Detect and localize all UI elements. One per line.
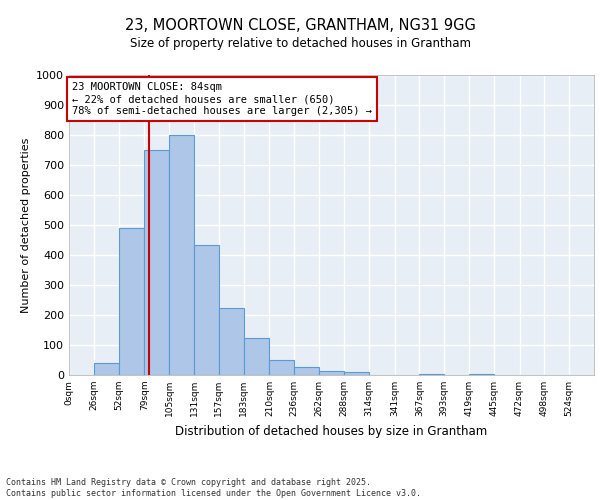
Bar bbox=[344, 372, 369, 375]
Bar bbox=[219, 308, 244, 375]
Bar bbox=[94, 363, 119, 375]
X-axis label: Distribution of detached houses by size in Grantham: Distribution of detached houses by size … bbox=[175, 424, 488, 438]
Bar bbox=[419, 374, 444, 375]
Bar bbox=[119, 228, 145, 375]
Text: 23 MOORTOWN CLOSE: 84sqm
← 22% of detached houses are smaller (650)
78% of semi-: 23 MOORTOWN CLOSE: 84sqm ← 22% of detach… bbox=[72, 82, 372, 116]
Bar bbox=[469, 374, 494, 375]
Bar bbox=[294, 366, 319, 375]
Text: 23, MOORTOWN CLOSE, GRANTHAM, NG31 9GG: 23, MOORTOWN CLOSE, GRANTHAM, NG31 9GG bbox=[125, 18, 475, 32]
Bar bbox=[169, 135, 194, 375]
Bar bbox=[269, 360, 294, 375]
Bar bbox=[319, 370, 344, 375]
Bar bbox=[194, 244, 219, 375]
Text: Size of property relative to detached houses in Grantham: Size of property relative to detached ho… bbox=[130, 38, 470, 51]
Bar bbox=[145, 150, 169, 375]
Bar bbox=[244, 338, 269, 375]
Y-axis label: Number of detached properties: Number of detached properties bbox=[20, 138, 31, 312]
Text: Contains HM Land Registry data © Crown copyright and database right 2025.
Contai: Contains HM Land Registry data © Crown c… bbox=[6, 478, 421, 498]
